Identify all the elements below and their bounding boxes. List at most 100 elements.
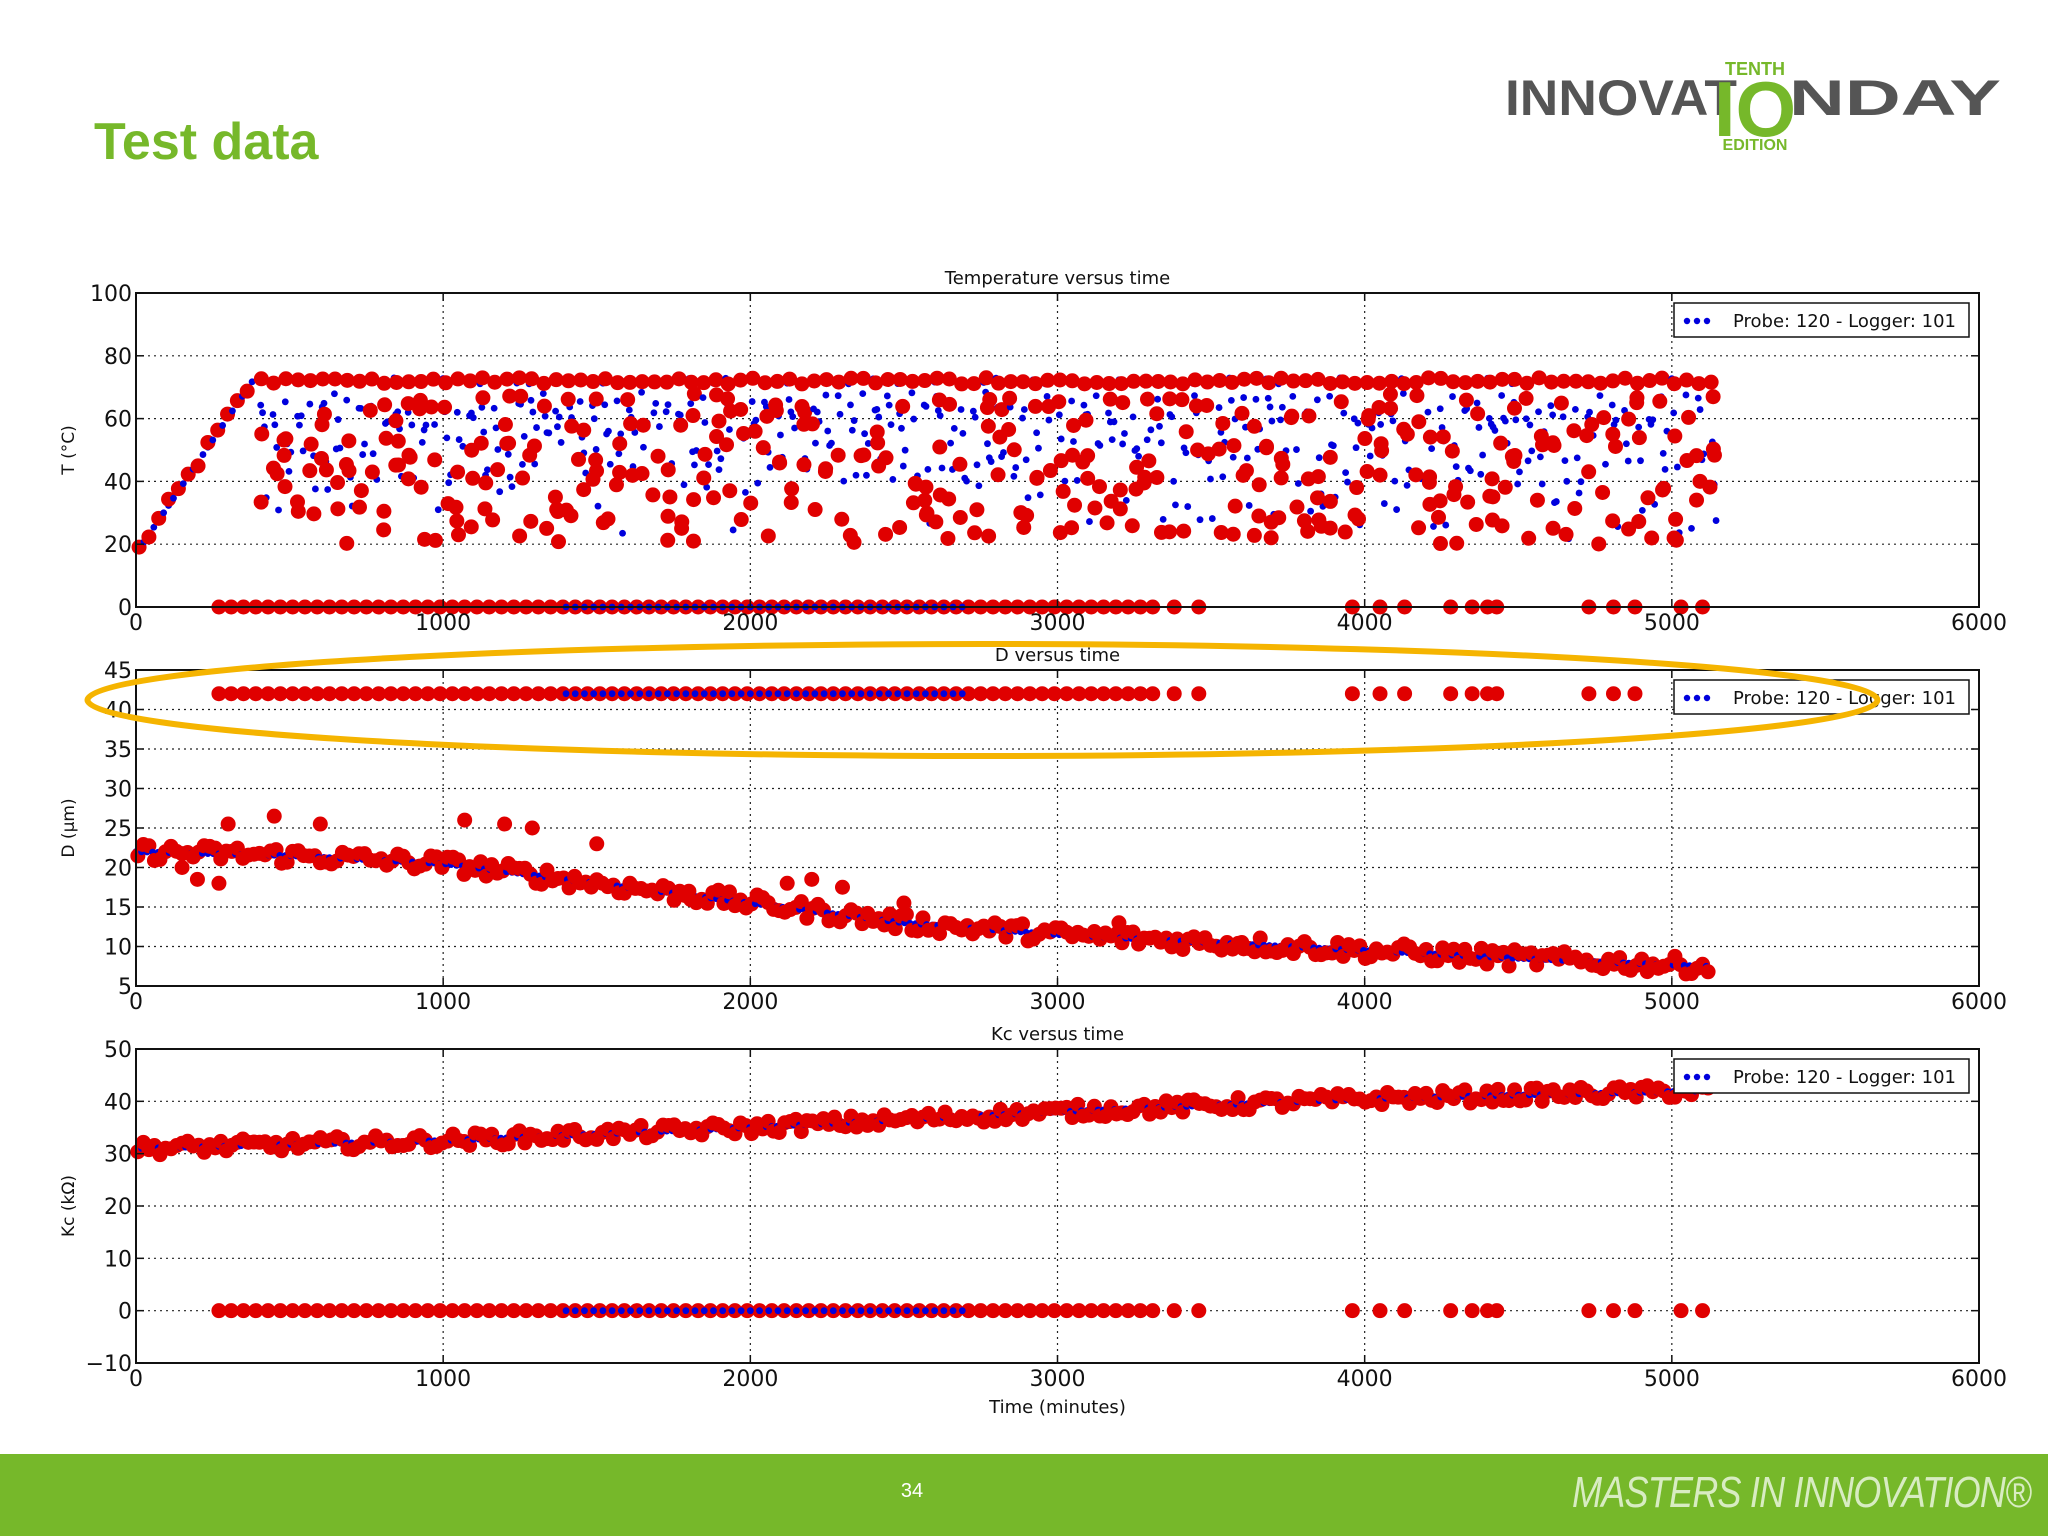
logger-point xyxy=(497,417,513,433)
logger-point xyxy=(1529,492,1545,508)
probe-point xyxy=(638,388,645,396)
probe-point xyxy=(820,1307,828,1315)
probe-point xyxy=(1119,440,1127,448)
probe-point xyxy=(605,427,612,435)
logger-point xyxy=(302,373,318,389)
logger-point xyxy=(1001,421,1017,437)
logger-point xyxy=(290,372,306,388)
probe-point xyxy=(369,450,377,458)
logger-point xyxy=(635,417,651,433)
probe-point xyxy=(940,1307,948,1315)
probe-point xyxy=(1012,464,1020,471)
probe-point xyxy=(1022,456,1030,464)
logger-point xyxy=(1132,1303,1148,1319)
probe-point xyxy=(729,526,737,534)
logger-point xyxy=(1460,494,1476,510)
probe-point xyxy=(756,1307,763,1315)
probe-point xyxy=(1442,521,1450,529)
probe-point xyxy=(359,451,367,458)
logger-point xyxy=(733,512,749,528)
probe-point xyxy=(1638,506,1646,514)
logger-point xyxy=(499,371,515,387)
logger-point xyxy=(1433,370,1449,386)
logger-point xyxy=(952,456,968,472)
logger-point xyxy=(719,437,735,453)
probe-point xyxy=(1329,442,1337,450)
probe-point xyxy=(576,398,584,405)
logger-point xyxy=(276,447,292,463)
logger-point xyxy=(351,499,367,515)
logger-point xyxy=(312,816,328,832)
probe-point xyxy=(555,413,563,421)
logger-point xyxy=(1137,469,1153,485)
y-tick-label: 20 xyxy=(104,857,132,882)
logo-nday: NDAY xyxy=(1789,70,2001,126)
logger-point xyxy=(818,461,834,477)
logger-point xyxy=(645,487,661,503)
x-tick-label: 1000 xyxy=(415,1367,471,1392)
probe-point xyxy=(756,690,763,698)
probe-point xyxy=(529,408,537,416)
probe-point xyxy=(1182,449,1190,457)
probe-point xyxy=(824,427,832,435)
logger-point xyxy=(612,464,628,480)
probe-point xyxy=(940,690,948,698)
logger-point xyxy=(1129,459,1145,475)
logger-point xyxy=(1010,1303,1026,1319)
logger-point xyxy=(1631,430,1647,446)
logger-point xyxy=(1046,686,1062,702)
logger-point xyxy=(997,686,1013,702)
logger-point xyxy=(1396,421,1412,437)
probe-point xyxy=(1033,429,1041,437)
logger-point xyxy=(585,471,601,487)
logger-point xyxy=(681,883,697,899)
logger-point xyxy=(1506,400,1522,416)
logger-point xyxy=(1016,519,1032,535)
logger-point xyxy=(960,686,976,702)
probe-point xyxy=(950,424,958,432)
logger-point xyxy=(942,396,958,412)
probe-point xyxy=(554,423,561,431)
probe-point xyxy=(664,401,672,409)
probe-point xyxy=(728,1307,736,1315)
legend-label: Probe: 120 - Logger: 101 xyxy=(1733,1067,1956,1088)
logger-point xyxy=(979,400,995,416)
probe-point xyxy=(863,471,870,479)
probe-point xyxy=(1596,392,1604,400)
logger-point xyxy=(1518,390,1534,406)
logger-point xyxy=(1112,482,1128,498)
logger-point xyxy=(1096,1303,1112,1319)
probe-point xyxy=(504,450,512,458)
logger-point xyxy=(1695,1303,1711,1319)
probe-point xyxy=(434,506,442,514)
probe-point xyxy=(1475,424,1483,431)
logger-point xyxy=(1149,469,1165,485)
logger-point xyxy=(1558,526,1574,542)
x-tick-label: 3000 xyxy=(1030,1367,1086,1392)
probe-point xyxy=(765,690,773,698)
legend-marker xyxy=(1693,1073,1701,1081)
logger-point xyxy=(388,374,404,390)
probe-point xyxy=(599,690,607,698)
logger-point xyxy=(1668,511,1684,527)
probe-point xyxy=(1266,403,1274,411)
probe-point xyxy=(850,417,858,424)
logger-point xyxy=(1087,500,1103,516)
y-axis-label: Kc (kΩ) xyxy=(59,1175,79,1237)
logger-point xyxy=(1163,374,1179,390)
probe-point xyxy=(257,401,265,409)
logger-point xyxy=(1519,375,1535,391)
logger-point xyxy=(1191,686,1207,702)
probe-point xyxy=(654,690,662,698)
logger-point xyxy=(1108,686,1124,702)
logger-point xyxy=(952,510,968,526)
logger-point xyxy=(1213,525,1229,541)
logger-point xyxy=(1347,375,1363,391)
probe-point xyxy=(1344,478,1351,486)
logger-point xyxy=(420,686,436,702)
logger-point xyxy=(834,511,850,527)
probe-point xyxy=(281,398,289,406)
logger-point xyxy=(1252,930,1268,946)
logger-point xyxy=(981,528,997,544)
probe-point xyxy=(762,403,770,411)
